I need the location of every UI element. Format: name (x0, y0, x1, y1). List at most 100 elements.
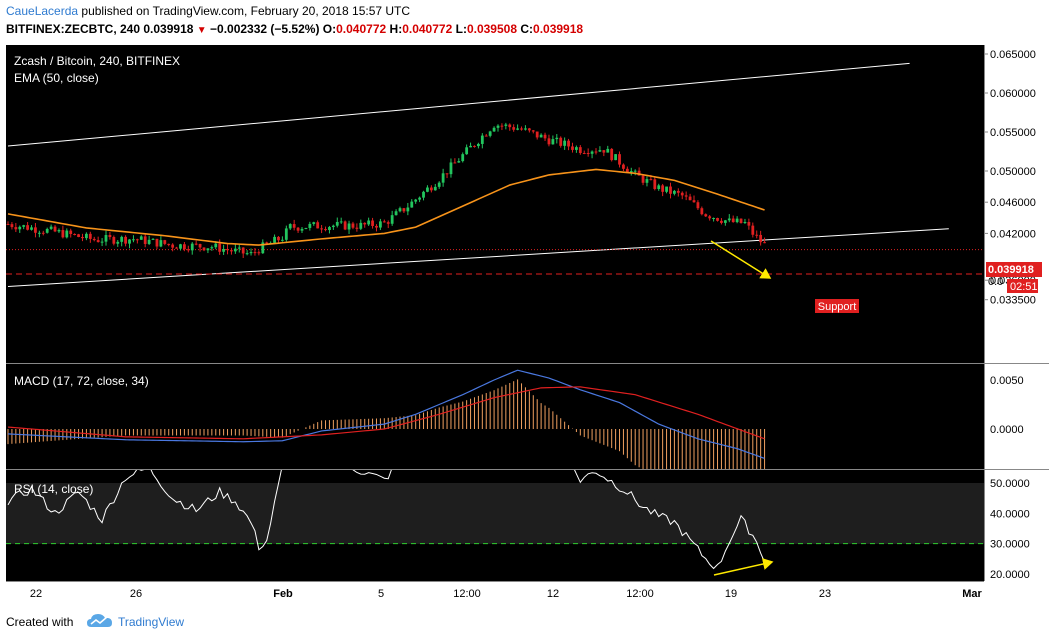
candle-body (688, 196, 692, 201)
candle-body (108, 235, 112, 238)
candle-body (155, 238, 159, 247)
time-tick-label: 12 (547, 588, 559, 600)
candle-body (167, 243, 171, 245)
candle-body (210, 247, 214, 249)
author-link[interactable]: CaueLacerda (6, 4, 79, 18)
candle-body (445, 173, 449, 175)
candle-body (96, 240, 100, 243)
candle-body (324, 229, 327, 231)
candle-body (237, 247, 241, 249)
candle-body (645, 179, 649, 183)
candle-body (202, 247, 206, 251)
macd-plot (7, 369, 766, 469)
candle-body (606, 148, 610, 153)
chart-area[interactable]: Zcash / Bitcoin, 240, BITFINEX EMA (50, … (0, 40, 1049, 607)
candle-body (520, 128, 523, 130)
candle-body (676, 190, 680, 193)
candle-body (543, 134, 547, 139)
candle-body (316, 222, 320, 229)
open-value: 0.040772 (336, 22, 387, 36)
candle-body (265, 242, 269, 244)
candle-body (457, 161, 461, 163)
candle-body (500, 125, 504, 127)
candle-body (37, 232, 41, 234)
candle-body (112, 237, 116, 244)
candle-body (159, 240, 163, 247)
price-plot (6, 62, 984, 287)
candle-body (751, 225, 755, 235)
candle-body (763, 242, 766, 244)
candle-body (492, 127, 496, 132)
candle-body (186, 249, 190, 251)
ema-line (7, 168, 765, 246)
rsi-line (7, 470, 766, 570)
signal-line (7, 386, 765, 440)
candle-body (304, 227, 308, 229)
candle-body (147, 239, 151, 244)
candle-body (712, 217, 715, 219)
candle-body (524, 128, 527, 130)
candle-body (441, 173, 445, 183)
candle-body (245, 253, 249, 255)
candle-body (57, 230, 61, 232)
candle-body (641, 175, 645, 183)
candle-body (128, 239, 131, 244)
candle-body (398, 208, 402, 212)
candle-body (539, 134, 543, 138)
candle-body (625, 168, 629, 173)
candle-body (727, 218, 731, 221)
candle-body (653, 179, 657, 189)
candle-body (183, 244, 186, 250)
symbol-text: BITFINEX:ZECBTC, 240 (6, 22, 141, 36)
countdown-bg (1007, 279, 1038, 293)
macd-line (7, 369, 765, 459)
candle-body (339, 221, 343, 223)
candle-body (163, 240, 167, 244)
last-price-text: 0.039918 (143, 22, 194, 36)
candle-body (218, 243, 222, 252)
candle-body (363, 222, 367, 225)
candle-body (735, 218, 739, 223)
candle-body (300, 228, 304, 231)
price-tick-label: 0.055000 (990, 127, 1036, 139)
rsi-pane-title: RSI (14, close) (14, 482, 93, 496)
candle-body (288, 224, 292, 229)
rsi-plot (6, 470, 984, 570)
candle-body (371, 220, 374, 226)
macd-pane-title: MACD (17, 72, close, 34) (14, 374, 149, 388)
candle-body (261, 242, 265, 254)
candle-body (586, 152, 590, 154)
candle-body (320, 228, 323, 230)
close-label: C: (520, 22, 534, 36)
candle-body (281, 239, 284, 241)
time-tick-label: 22 (30, 588, 42, 600)
candle-body (680, 192, 684, 196)
candle-body (578, 147, 582, 153)
candle-body (226, 249, 229, 251)
candle-body (426, 187, 429, 192)
price-tick-label: 0.065000 (990, 49, 1036, 61)
candle-body (512, 127, 516, 130)
rsi-tick-label: 50.0000 (990, 478, 1030, 490)
candle-body (535, 131, 539, 138)
support-label: Support (818, 301, 857, 313)
candle-body (437, 182, 441, 187)
candle-body (382, 221, 386, 223)
candle-body (284, 228, 288, 240)
candle-body (249, 252, 253, 254)
candle-body (92, 238, 96, 241)
tradingview-brand-link[interactable]: TradingView (118, 615, 185, 629)
candle-body (359, 222, 363, 229)
candle-body (65, 230, 69, 238)
candle-body (390, 215, 394, 224)
candle-body (582, 152, 586, 154)
candle-body (704, 214, 708, 217)
candle-body (139, 236, 143, 240)
candle-body (88, 233, 92, 239)
time-tick-label: 5 (378, 588, 384, 600)
close-value: 0.039918 (533, 22, 584, 36)
candle-body (555, 137, 559, 140)
candle-body (296, 227, 300, 231)
candle-body (190, 243, 194, 251)
candle-body (422, 191, 425, 198)
